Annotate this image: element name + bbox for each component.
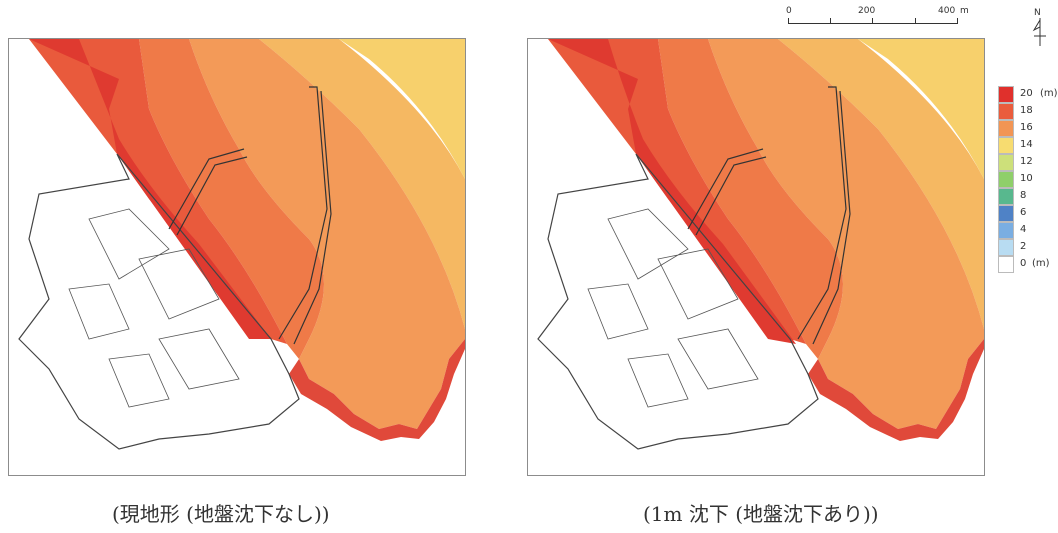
depth-band-16: [189, 39, 465, 429]
inundation-map-left: [18, 39, 465, 450]
depth-band-17: [139, 39, 324, 359]
legend-unit-top: (m): [1040, 88, 1058, 99]
legend-label: 12: [1020, 156, 1033, 167]
scale-tick-0: 0: [786, 6, 792, 16]
legend-label: 14: [1020, 139, 1033, 150]
north-arrow-icon: [1032, 18, 1046, 46]
legend-label: 0: [1020, 258, 1027, 269]
scale-line: [788, 23, 958, 24]
scale-mark: [872, 18, 873, 24]
depth-band-18: [29, 39, 287, 344]
north-letter: N: [1034, 8, 1041, 18]
land-outline: [537, 153, 819, 450]
legend-swatch: [998, 103, 1014, 120]
scale-unit: m: [960, 6, 969, 16]
coast-edge: [289, 339, 465, 441]
scale-mark: [788, 18, 789, 24]
legend-swatch: [998, 188, 1014, 205]
facility-outline: [68, 208, 240, 408]
map-panel-current-terrain: [8, 38, 466, 476]
scale-mark: [830, 18, 831, 24]
depth-band-17: [658, 39, 843, 359]
legend-swatch: [998, 120, 1014, 137]
depth-band-16: [708, 39, 984, 429]
legend-swatch: [998, 222, 1014, 239]
scale-tick-200: 200: [858, 6, 876, 16]
depth-legend: 20 18 16 14 12 10 8 6 4 2 0 (m) (m): [998, 86, 1058, 366]
depth-band-14: [339, 39, 465, 179]
north-arrow: N: [1030, 8, 1056, 48]
legend-swatch: [998, 205, 1014, 222]
land-outline: [18, 153, 300, 450]
legend-swatch: [998, 171, 1014, 188]
caption-current-terrain: (現地形 (地盤沈下なし)): [112, 502, 330, 526]
scale-mark: [957, 18, 958, 24]
legend-label: 16: [1020, 122, 1033, 133]
inundation-map-right: [537, 39, 984, 450]
legend-label: 2: [1020, 241, 1027, 252]
scale-tick-400: 400: [938, 6, 956, 16]
legend-swatch: [998, 154, 1014, 171]
caption-subsidence: (1m 沈下 (地盤沈下あり)): [643, 502, 879, 526]
legend-label: 18: [1020, 105, 1033, 116]
legend-label: 10: [1020, 173, 1033, 184]
legend-swatch: [998, 256, 1014, 273]
breakwater-outline: [687, 86, 851, 345]
depth-band-20: [29, 39, 271, 339]
legend-label: 20: [1020, 88, 1033, 99]
legend-label: 8: [1020, 190, 1027, 201]
depth-band-15: [259, 39, 465, 329]
legend-swatch: [998, 239, 1014, 256]
legend-swatch: [998, 86, 1014, 103]
breakwater-outline: [168, 86, 332, 345]
scale-mark: [915, 18, 916, 24]
legend-swatch: [998, 137, 1014, 154]
depth-band-20: [548, 39, 796, 344]
coast-edge: [808, 339, 984, 441]
depth-band-15: [778, 39, 984, 329]
legend-label: 4: [1020, 224, 1027, 235]
facility-outline: [587, 208, 759, 408]
map-panel-subsidence: [527, 38, 985, 476]
legend-label: 6: [1020, 207, 1027, 218]
legend-unit-bottom: (m): [1032, 258, 1050, 269]
scale-bar: 0 200 400 m: [786, 6, 972, 36]
depth-band-14: [858, 39, 984, 179]
